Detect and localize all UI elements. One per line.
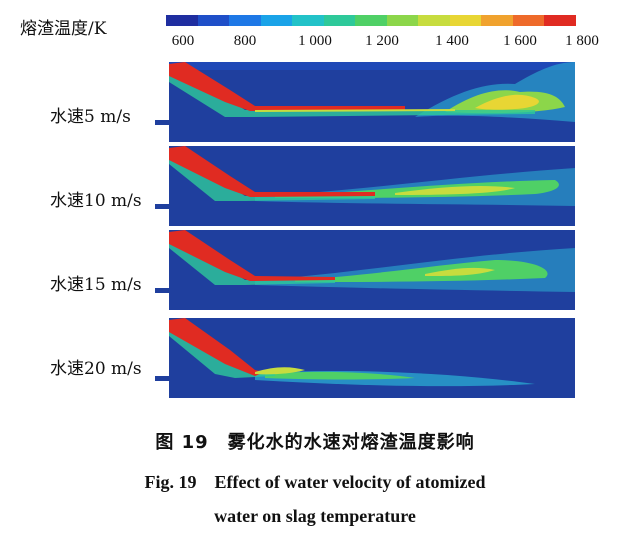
panel-label-15: 水速15 m/s (50, 275, 142, 295)
colorbar-segment (544, 15, 576, 26)
colorbar-tick-label: 1 600 (503, 33, 537, 49)
colorbar-segment (481, 15, 513, 26)
colorbar-segment (355, 15, 387, 26)
colorbar-tick-label: 1 800 (565, 33, 599, 49)
panel-label-10: 水速10 m/s (50, 191, 142, 211)
colorbar-ticks: 600 800 1 000 1 200 1 400 1 600 1 800 (150, 33, 599, 53)
temperature-field-20ms (155, 318, 575, 398)
panel-label-20: 水速20 m/s (50, 359, 142, 379)
figure-caption-en-line2: water on slag temperature (214, 506, 416, 526)
colorbar-tick-label: 1 000 (298, 33, 332, 49)
colorbar-tick-label: 600 (171, 33, 195, 49)
colorbar-segment (229, 15, 261, 26)
figure-caption-en-line1: Fig. 19 Effect of water velocity of atom… (144, 472, 486, 492)
temperature-colorbar (166, 15, 576, 26)
colorbar-tick-label: 1 200 (365, 33, 399, 49)
colorbar-segment (166, 15, 198, 26)
colorbar-segment (292, 15, 324, 26)
temperature-field-15ms (155, 230, 575, 310)
colorbar-segment (418, 15, 450, 26)
colorbar-segment (386, 15, 419, 26)
temperature-field-5ms (155, 62, 575, 142)
figure-caption-zh: 图 19 雾化水的水速对熔渣温度影响 (155, 432, 475, 453)
colorbar-segment (323, 15, 356, 26)
colorbar-segment (197, 15, 230, 26)
legend-title: 熔渣温度/K (20, 19, 107, 39)
colorbar-tick-label: 800 (233, 33, 257, 49)
colorbar-segment (512, 15, 545, 26)
colorbar-segment (449, 15, 482, 26)
panel-label-5: 水速5 m/s (50, 107, 131, 127)
colorbar-segment (260, 15, 293, 26)
colorbar-tick-label: 1 400 (435, 33, 469, 49)
temperature-field-10ms (155, 146, 575, 226)
